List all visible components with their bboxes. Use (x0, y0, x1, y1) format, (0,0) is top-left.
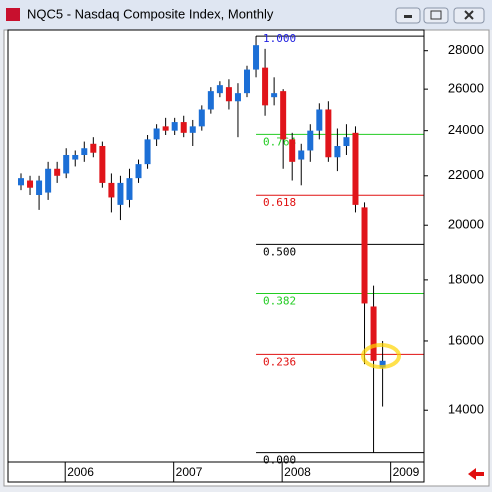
candle-body (45, 168, 52, 193)
candle-body (307, 130, 314, 151)
y-tick-label: 20000 (448, 217, 484, 232)
candle-body (234, 93, 241, 102)
minimize-glyph (404, 15, 412, 18)
candle-body (99, 146, 106, 183)
fib-label: 1.000 (263, 32, 296, 45)
chart-panel (3, 29, 490, 487)
fib-label: 0.500 (263, 245, 296, 258)
candle-body (253, 45, 260, 70)
x-tick-label: 2007 (176, 465, 203, 479)
candle-body (198, 109, 205, 127)
y-tick-label: 24000 (448, 122, 484, 137)
y-tick-label: 18000 (448, 271, 484, 286)
candle-body (90, 143, 97, 153)
x-tick-label: 2008 (284, 465, 311, 479)
candle-body (207, 91, 214, 110)
candle-body (117, 182, 124, 205)
candle-body (298, 150, 305, 160)
close-glyph (464, 10, 474, 20)
candle-body (289, 139, 296, 162)
candle-body (27, 180, 34, 188)
fib-label: 0.764 (263, 135, 296, 148)
scroll-arrow[interactable] (468, 468, 484, 480)
plot-area: 14000 16000 18000 20000 22000 24000 26000 28000… (18, 32, 484, 482)
fib-label: 0.382 (263, 295, 296, 308)
candle-body (135, 164, 142, 179)
candle-body (244, 69, 250, 94)
fib-label: 0.618 (263, 196, 296, 209)
fib-label: 0.000 (263, 454, 296, 467)
candle-body (81, 148, 88, 155)
candle-body (162, 126, 169, 131)
candle-body (370, 306, 377, 361)
maximize-glyph (430, 10, 442, 20)
y-tick-label: 16000 (448, 332, 484, 347)
candle-body (225, 87, 232, 102)
candle-body (72, 154, 79, 160)
candle-body (180, 122, 187, 133)
x-tick-label: 2009 (393, 465, 420, 479)
candle-body (280, 91, 287, 140)
candle-body (343, 137, 350, 147)
y-tick-label: 14000 (448, 402, 484, 417)
window-title: NQC5 - Nasdaq Composite Index, Monthly (27, 6, 274, 21)
candle-body (379, 360, 386, 368)
app-icon (6, 8, 20, 21)
candle-body (216, 85, 223, 94)
y-tick-label: 28000 (448, 42, 484, 57)
candle-body (316, 109, 323, 131)
candle-body (361, 207, 368, 304)
maximize-button[interactable] (423, 7, 449, 24)
candle-body (108, 182, 115, 198)
candle-body (334, 146, 341, 158)
candle-body (18, 178, 24, 186)
x-tick-label: 2006 (67, 465, 94, 479)
candle-body (352, 132, 359, 205)
candle-body (63, 154, 70, 174)
x-axis-frame (7, 461, 425, 483)
candle-body (271, 93, 278, 98)
candle-body (262, 67, 269, 106)
candle-body (54, 168, 61, 176)
candle-body (36, 180, 43, 195)
candle-body (144, 139, 151, 165)
y-tick-label: 22000 (448, 167, 484, 182)
candle-body (126, 178, 133, 200)
candle-body (189, 126, 196, 133)
candle-body (171, 122, 178, 131)
candle-body (153, 128, 160, 140)
candle-body (325, 109, 332, 158)
highlight-glow (361, 343, 401, 369)
fib-label: 0.236 (263, 355, 296, 368)
y-tick-label: 26000 (448, 81, 484, 96)
